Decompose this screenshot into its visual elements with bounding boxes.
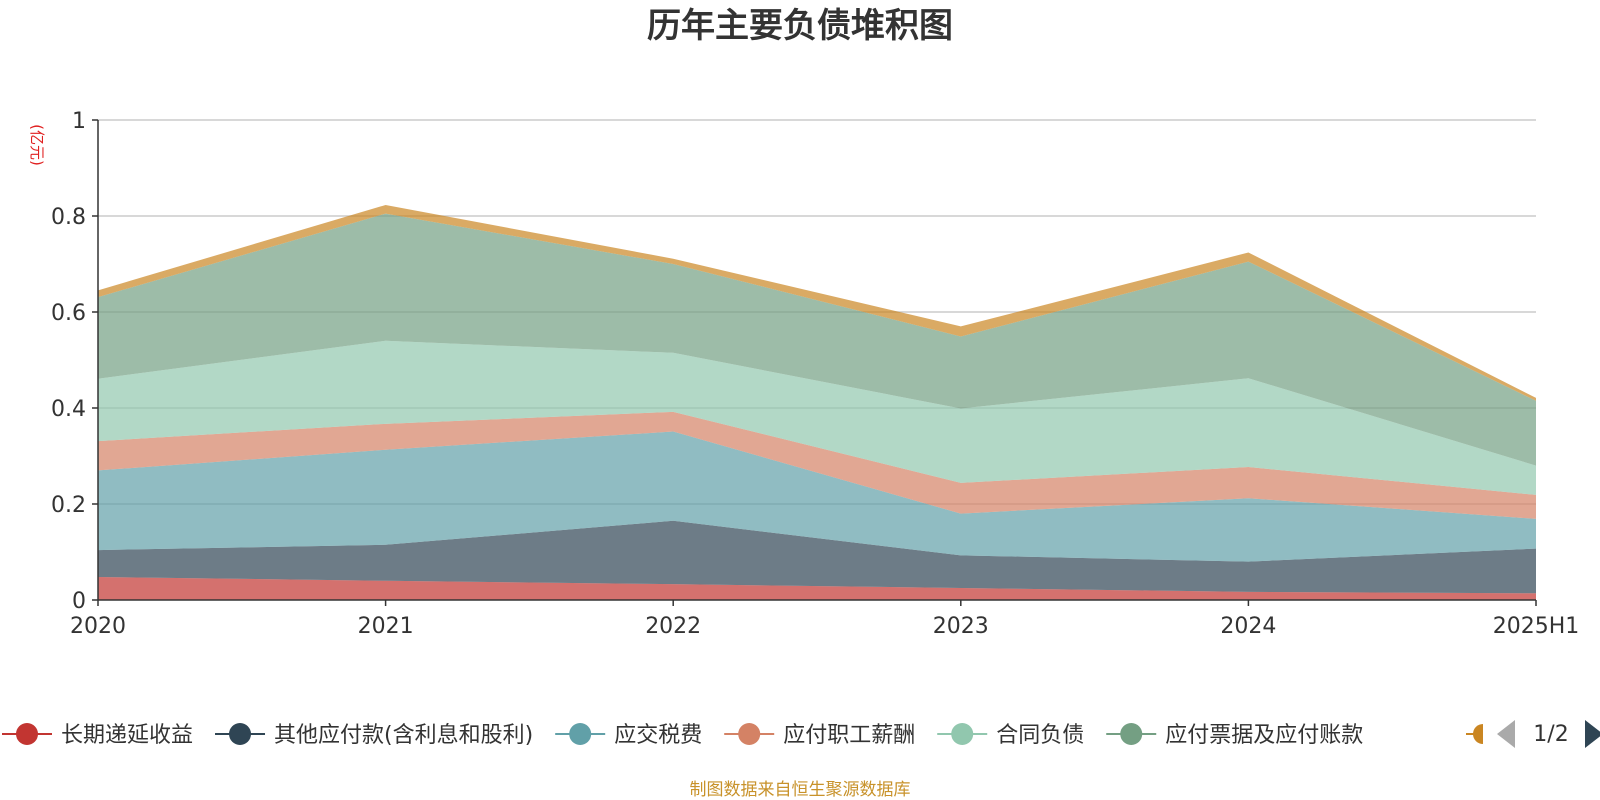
legend-item-2[interactable]: 应交税费 [555, 723, 702, 748]
y-tick-label: 0.2 [51, 493, 86, 518]
legend-marker [738, 723, 761, 745]
legend-prev-page-icon[interactable] [1497, 720, 1515, 748]
legend-label: 应付职工薪酬 [783, 723, 915, 748]
series-area-0 [98, 576, 1536, 600]
legend-marker [1120, 723, 1143, 745]
chart-title: 历年主要负债堆积图 [647, 6, 953, 46]
y-tick-label: 0.4 [51, 397, 86, 422]
legend-label: 长期递延收益 [61, 723, 193, 748]
legend-label: 其他应付款(含利息和股利) [274, 723, 533, 748]
legend-pager: 1/2 [1497, 720, 1600, 748]
stacked-areas [98, 204, 1536, 600]
x-tick-label: 2022 [645, 614, 701, 639]
legend-marker [951, 723, 974, 745]
x-tick-label: 2025H1 [1493, 614, 1580, 639]
series-area-4 [98, 340, 1536, 495]
y-tick-label: 0.8 [51, 205, 86, 230]
legend-marker [569, 723, 592, 745]
legend-label: 合同负债 [996, 723, 1084, 748]
x-tick-label: 2020 [70, 614, 126, 639]
legend-page-indicator: 1/2 [1533, 722, 1568, 747]
source-note: 制图数据来自恒生聚源数据库 [690, 780, 911, 800]
axes: 0 0.2 0.4 0.6 0.8 1 2020 2021 2022 2023 2024 2025H1 [51, 109, 1579, 639]
y-tick-label: 0 [72, 589, 86, 614]
legend-next-page-icon[interactable] [1585, 720, 1600, 748]
legend-item-0[interactable]: 长期递延收益 [2, 723, 193, 748]
series-area-1 [98, 520, 1536, 594]
legend-marker [16, 723, 38, 745]
series-area-5 [98, 213, 1536, 466]
legend-label: 应交税费 [614, 723, 702, 748]
x-tick-label: 2021 [358, 614, 414, 639]
y-axis-unit-label: (亿元) [28, 124, 46, 166]
series-area-3 [98, 411, 1536, 519]
y-tick-label: 0.6 [51, 301, 86, 326]
x-tick-label: 2024 [1220, 614, 1276, 639]
legend-item-cutoff-marker [1473, 724, 1483, 744]
legend-label: 应付票据及应付账款 [1165, 723, 1363, 748]
legend-marker [229, 723, 252, 745]
x-tick-label: 2023 [933, 614, 989, 639]
legend-item-4[interactable]: 合同负债 [937, 723, 1084, 748]
legend-item-1[interactable]: 其他应付款(含利息和股利) [215, 723, 533, 748]
series-area-2 [98, 431, 1536, 562]
legend-item-3[interactable]: 应付职工薪酬 [724, 723, 915, 748]
legend: 长期递延收益 其他应付款(含利息和股利) 应交税费 应付职工薪酬 合同负债 应付票据及应付… [2, 723, 1483, 748]
legend-item-5[interactable]: 应付票据及应付账款 [1106, 723, 1363, 748]
y-tick-label: 1 [72, 109, 86, 134]
